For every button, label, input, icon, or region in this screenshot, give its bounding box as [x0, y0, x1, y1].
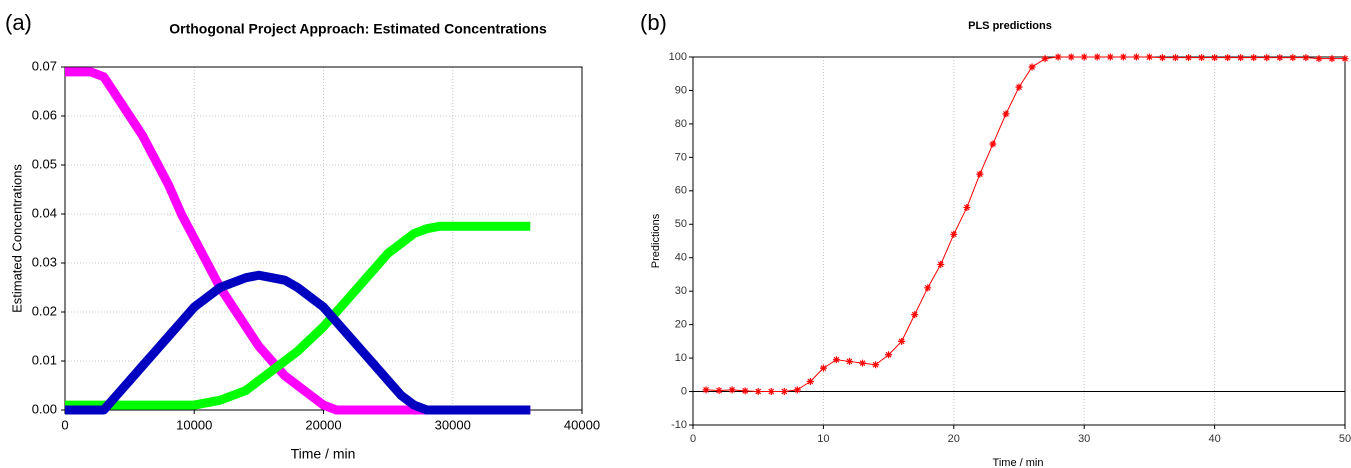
- star-marker: [1054, 53, 1062, 61]
- y-tick-label: 80: [675, 118, 687, 130]
- star-marker: [976, 170, 984, 178]
- star-marker: [1132, 53, 1140, 61]
- y-tick-label: 0.00: [32, 401, 57, 416]
- star-marker: [859, 359, 867, 367]
- star-marker: [950, 230, 958, 238]
- panel-label: (b): [640, 10, 667, 35]
- y-tick-label: 0.04: [32, 205, 57, 220]
- chart-title: Orthogonal Project Approach: Estimated C…: [169, 21, 547, 37]
- star-marker: [1067, 53, 1075, 61]
- star-marker: [937, 260, 945, 268]
- x-tick-label: 0: [61, 417, 68, 432]
- star-marker: [1080, 53, 1088, 61]
- y-tick-label: 10: [675, 352, 687, 364]
- y-tick-label: 0: [681, 385, 687, 397]
- star-marker: [1041, 55, 1049, 63]
- y-tick-label: 70: [675, 151, 687, 163]
- star-marker: [1158, 54, 1166, 62]
- data-line: [706, 56, 1345, 393]
- star-marker: [845, 357, 853, 365]
- y-tick-label: 0.03: [32, 254, 57, 269]
- x-axis-label: Time / min: [291, 446, 356, 462]
- y-tick-label: 0.06: [32, 107, 57, 122]
- y-tick-label: 40: [675, 252, 687, 264]
- x-tick-label: 0: [690, 433, 696, 445]
- star-marker: [1093, 53, 1101, 61]
- star-marker: [780, 388, 788, 396]
- x-tick-label: 10000: [176, 417, 212, 432]
- plot-frame: [692, 56, 1346, 426]
- star-marker: [1106, 53, 1114, 61]
- star-marker: [702, 386, 710, 394]
- x-tick-label: 30: [1078, 433, 1090, 445]
- star-marker: [754, 388, 762, 396]
- y-tick-label: 0.01: [32, 352, 57, 367]
- data-line: [65, 221, 531, 410]
- star-marker: [1250, 54, 1258, 62]
- star-marker: [885, 351, 893, 359]
- x-tick-label: 30000: [435, 417, 471, 432]
- x-tick-label: 50: [1339, 433, 1351, 445]
- plot-frame: [64, 66, 583, 411]
- data-line: [65, 67, 531, 415]
- star-marker: [1263, 54, 1271, 62]
- star-marker: [911, 311, 919, 319]
- star-marker: [1276, 54, 1284, 62]
- star-marker: [1171, 54, 1179, 62]
- y-tick-label: 0.05: [32, 156, 57, 171]
- y-tick-label: 20: [675, 319, 687, 331]
- star-marker: [741, 387, 749, 395]
- y-tick-label: 50: [675, 218, 687, 230]
- y-tick-label: -10: [671, 419, 687, 431]
- x-tick-label: 40000: [564, 417, 600, 432]
- star-marker: [1002, 110, 1010, 118]
- star-marker: [1198, 54, 1206, 62]
- star-marker: [924, 284, 932, 292]
- star-marker: [1341, 55, 1349, 63]
- star-marker: [1302, 54, 1310, 62]
- y-tick-label: 60: [675, 185, 687, 197]
- star-marker: [819, 364, 827, 372]
- y-tick-label: 90: [675, 84, 687, 96]
- star-marker: [1015, 83, 1023, 91]
- star-marker: [715, 387, 723, 395]
- star-marker: [1315, 55, 1323, 63]
- star-marker: [806, 378, 814, 386]
- star-marker: [832, 356, 840, 364]
- y-tick-label: 0.02: [32, 303, 57, 318]
- x-tick-label: 20: [948, 433, 960, 445]
- star-marker: [1185, 54, 1193, 62]
- star-marker: [1328, 55, 1336, 63]
- star-marker: [963, 204, 971, 212]
- panel-label: (a): [5, 10, 32, 35]
- star-marker: [872, 361, 880, 369]
- chart-title: PLS predictions: [968, 20, 1052, 32]
- star-marker: [1028, 63, 1036, 71]
- star-marker: [1211, 54, 1219, 62]
- y-tick-label: 0.07: [32, 58, 57, 73]
- star-marker: [1224, 54, 1232, 62]
- data-line: [65, 270, 531, 415]
- y-tick-label: 30: [675, 285, 687, 297]
- x-tick-label: 10: [817, 433, 829, 445]
- star-marker: [1145, 53, 1153, 61]
- star-marker: [1289, 54, 1297, 62]
- star-marker: [793, 386, 801, 394]
- y-axis-label: Estimated Concentrations: [9, 164, 24, 313]
- y-tick-label: 100: [669, 51, 687, 63]
- star-marker: [728, 386, 736, 394]
- y-axis-label: Predictions: [650, 213, 662, 268]
- star-marker: [989, 140, 997, 148]
- x-tick-label: 20000: [305, 417, 341, 432]
- star-marker: [898, 337, 906, 345]
- star-marker: [767, 388, 775, 396]
- x-tick-label: 40: [1208, 433, 1220, 445]
- x-axis-label: Time / min: [993, 457, 1044, 468]
- star-marker: [1119, 53, 1127, 61]
- star-marker: [1237, 54, 1245, 62]
